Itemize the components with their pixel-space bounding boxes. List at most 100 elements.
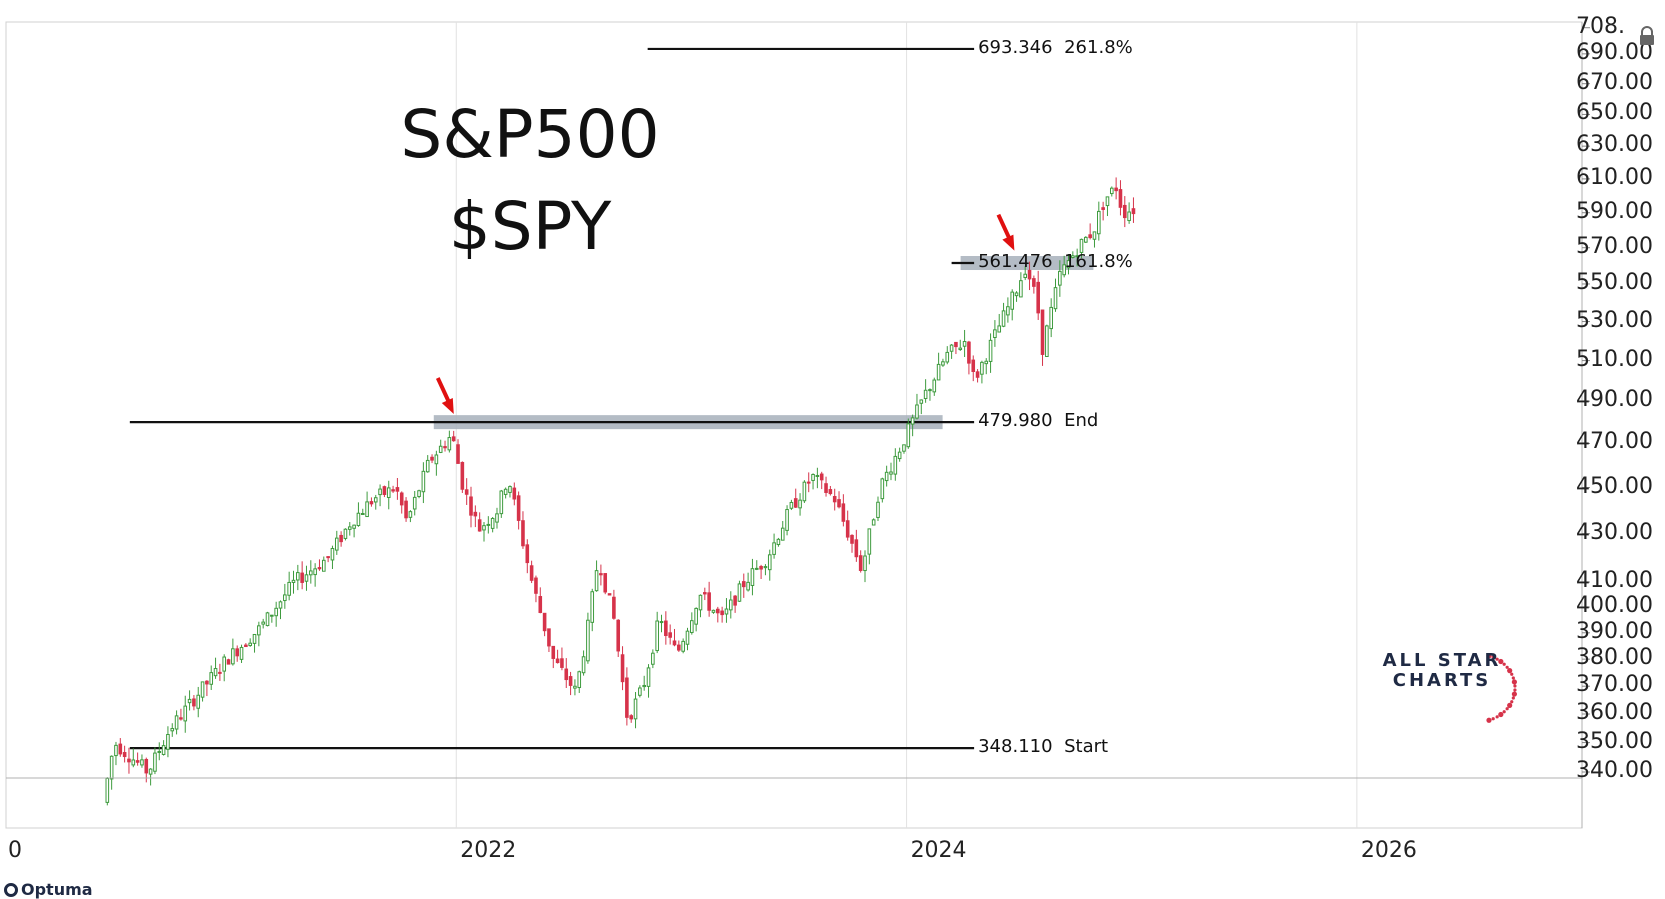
candle-body xyxy=(993,329,997,339)
y-tick-label: 670.00 xyxy=(1576,69,1653,95)
candle-body xyxy=(287,581,291,596)
logo-star xyxy=(1507,702,1513,708)
candle-body xyxy=(581,656,586,674)
candle-body xyxy=(564,668,569,681)
candle-body xyxy=(222,656,227,672)
candle-body xyxy=(490,517,495,529)
candle-body xyxy=(793,498,798,508)
candle-body xyxy=(698,594,703,611)
candle-body xyxy=(573,685,577,689)
y-tick-label: 510.00 xyxy=(1576,346,1653,372)
y-tick-label: 350.00 xyxy=(1576,728,1653,754)
y-tick-label: 530.00 xyxy=(1576,307,1653,333)
candle-body xyxy=(962,341,967,347)
logo-star xyxy=(1510,700,1514,704)
optuma-brand-text: Optuma xyxy=(21,880,93,899)
lock-icon[interactable] xyxy=(1638,26,1656,46)
candle-body xyxy=(434,454,439,465)
candle-body xyxy=(166,734,170,750)
candle-body xyxy=(404,500,408,519)
candle-body xyxy=(499,490,504,515)
candle-body xyxy=(1058,270,1062,286)
candle-body xyxy=(382,486,387,496)
candle-body xyxy=(317,567,322,570)
candle-body xyxy=(365,501,369,518)
candle-body xyxy=(741,581,746,588)
candle-body xyxy=(170,728,175,732)
candle-body xyxy=(304,574,309,582)
candle-body xyxy=(430,456,434,461)
candle-body xyxy=(356,512,361,527)
candle-body xyxy=(1105,196,1110,207)
y-tick-label: 708. xyxy=(1576,13,1625,39)
arrow-group xyxy=(435,213,1015,414)
candle-body xyxy=(746,581,750,591)
candle-body xyxy=(767,554,772,571)
y-tick-label: 490.00 xyxy=(1576,387,1653,413)
candle-body xyxy=(889,471,893,475)
candle-body xyxy=(837,499,841,508)
logo-star xyxy=(1505,707,1509,711)
candle-body xyxy=(750,568,755,586)
y-tick-label: 650.00 xyxy=(1576,100,1653,126)
candle-body xyxy=(984,360,989,365)
candle-body xyxy=(391,489,395,492)
candle-body xyxy=(1097,210,1101,235)
candle-body xyxy=(664,620,668,637)
candle-body xyxy=(772,542,776,555)
candle-body xyxy=(218,671,222,674)
candle-body xyxy=(252,633,257,644)
candle-body xyxy=(850,534,854,544)
logo-star xyxy=(1486,653,1492,659)
candle-body xyxy=(369,501,374,505)
candle-body xyxy=(140,759,144,766)
candle-body xyxy=(386,487,391,498)
candle-body xyxy=(880,478,885,500)
candle-body xyxy=(1109,187,1114,195)
y-tick-label: 410.00 xyxy=(1576,568,1653,594)
candle-body xyxy=(655,620,659,652)
y-tick-marks xyxy=(1582,27,1590,773)
y-tick-label: 360.00 xyxy=(1576,700,1653,725)
fib-ratio-label: Start xyxy=(1064,736,1109,758)
candle-body xyxy=(776,538,781,546)
candle-body xyxy=(296,572,300,581)
candle-body xyxy=(373,497,378,503)
candle-body xyxy=(257,625,261,636)
candle-body xyxy=(677,644,681,651)
y-tick-label: 450.00 xyxy=(1576,473,1653,499)
candle-body xyxy=(1084,236,1088,243)
candle-body xyxy=(464,489,469,495)
candle-body xyxy=(711,609,716,613)
candle-body xyxy=(477,519,482,532)
candle-body xyxy=(538,596,543,613)
candle-body xyxy=(681,640,685,652)
candle-body xyxy=(659,621,664,624)
candle-body xyxy=(1014,292,1019,297)
logo-star xyxy=(1511,679,1517,685)
candle-body xyxy=(205,680,209,685)
logo-star xyxy=(1502,662,1506,666)
logo-star xyxy=(1511,696,1515,700)
candle-body xyxy=(586,619,590,662)
y-tick-label: 590.00 xyxy=(1576,198,1653,224)
candle-body xyxy=(967,341,971,364)
candle-body xyxy=(672,640,677,646)
candle-body xyxy=(876,501,880,518)
candle-body xyxy=(122,752,127,758)
candle-body xyxy=(1079,238,1084,253)
candle-body xyxy=(326,556,330,559)
candle-body xyxy=(265,612,270,627)
candle-body xyxy=(733,595,737,606)
candle-body xyxy=(412,496,417,510)
candle-body xyxy=(1114,187,1118,192)
candlestick-series xyxy=(105,177,1136,806)
candle-body xyxy=(806,481,811,484)
candle-body xyxy=(690,620,694,633)
logo-star-ring-icon xyxy=(1486,653,1517,723)
candle-body xyxy=(828,489,833,495)
logo-star xyxy=(1511,691,1517,697)
fib-lines xyxy=(129,47,975,750)
candle-body xyxy=(135,760,140,763)
candle-body xyxy=(599,573,603,576)
